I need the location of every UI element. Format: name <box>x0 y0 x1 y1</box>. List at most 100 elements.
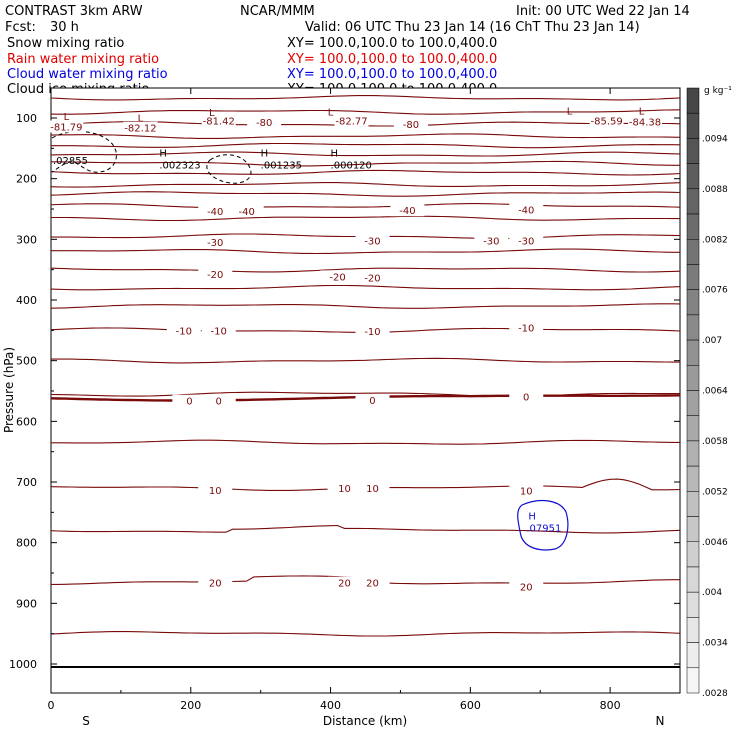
label-mask <box>355 482 390 495</box>
legend-name-rain: Rain water mixing ratio <box>7 52 159 67</box>
isotherm-line <box>51 215 680 222</box>
colorbar-segment <box>686 465 700 492</box>
isotherm-label: -40 <box>239 207 255 218</box>
isotherm-label: -10 <box>364 327 380 338</box>
label-mask <box>628 115 663 128</box>
isotherm-line <box>50 191 681 197</box>
isotherm-line <box>50 524 681 534</box>
colorbar-segment <box>686 591 700 618</box>
isotherm-label: -81.79 <box>50 122 82 133</box>
cloud-ice-contour <box>51 131 117 173</box>
isotherm-line <box>51 142 681 149</box>
isotherm-line <box>50 109 681 115</box>
isotherm-label: 0 <box>369 396 375 407</box>
isotherm-line <box>50 151 681 157</box>
isotherm-label: 20 <box>209 579 222 590</box>
isotherm-line <box>50 391 681 397</box>
colorbar-unit: g kg⁻¹ <box>704 86 732 96</box>
isotherm-label: -20 <box>329 272 345 283</box>
legend-xy-cloud-water: XY= 100.0,100.0 to 100.0,400.0 <box>287 67 497 82</box>
colorbar-tick-label: .0052 <box>702 487 728 497</box>
isotherm-line <box>50 303 681 309</box>
label-mask <box>355 271 390 284</box>
cloud-water-contour <box>517 499 569 551</box>
isotherm-label: 10 <box>366 484 379 495</box>
label-mask <box>509 321 544 334</box>
isotherm-line <box>50 284 681 291</box>
y-tick-label: 900 <box>16 597 37 610</box>
isotherm-label: 20 <box>366 579 379 590</box>
colorbar-tick-label: .0076 <box>702 286 728 296</box>
colorbar: .0094 .0088 .0082 .0076 .007 .0064 .0058 .0052.… <box>686 87 728 699</box>
label-mask <box>509 234 544 247</box>
label-mask <box>327 482 362 495</box>
y-axis-label: Pressure (hPa) <box>2 347 16 433</box>
header-init: Init: 00 UTC Wed 22 Jan 14 <box>516 4 690 19</box>
cloud-water-high-marker: H <box>528 511 536 522</box>
isotherm-line <box>50 182 681 188</box>
low-marker: L <box>567 107 573 118</box>
header-valid: Valid: 06 UTC Thu 23 Jan 14 (16 ChT Thu … <box>305 20 640 35</box>
x-tick-label: 0 <box>48 699 55 712</box>
colorbar-segment <box>686 541 700 568</box>
y-tick-label: 200 <box>16 173 37 186</box>
colorbar-tick-label: .004 <box>702 588 722 598</box>
isotherm-label: 20 <box>338 579 351 590</box>
label-mask <box>509 484 544 497</box>
isotherm-label: -82.77 <box>335 116 367 127</box>
label-mask <box>172 394 207 407</box>
x-tick-label: 600 <box>460 699 481 712</box>
colorbar-tick-label: .0028 <box>702 689 728 699</box>
colorbar-segment <box>686 516 700 543</box>
label-mask <box>201 394 236 407</box>
label-mask <box>198 267 233 280</box>
y-tick-label: 400 <box>16 294 37 307</box>
label-mask <box>198 576 233 589</box>
colorbar-segment <box>686 667 700 694</box>
cloud-ice-high-value: .002323 <box>159 161 200 172</box>
cloud-water-contours: H.07951 <box>517 499 569 551</box>
colorbar-segment <box>686 188 700 215</box>
isotherm-label: -30 <box>207 238 223 249</box>
isotherm-label: 0 <box>186 397 192 408</box>
x-tick-label: 400 <box>320 699 341 712</box>
isotherm-line <box>50 169 681 176</box>
isotherm-label: -10 <box>211 326 227 337</box>
label-mask <box>355 576 390 589</box>
colorbar-segment <box>686 112 700 139</box>
legend-xy-snow: XY= 100.0,100.0 to 100.0,400.0 <box>287 36 497 51</box>
isotherm-line <box>50 95 681 101</box>
isotherm-label: -10 <box>518 323 534 334</box>
colorbar-segment <box>686 264 700 290</box>
isotherm-label: -30 <box>483 237 499 248</box>
y-tick-label: 100 <box>16 112 37 125</box>
label-mask <box>327 576 362 589</box>
x-tick-label: 200 <box>180 699 201 712</box>
colorbar-tick-label: .0082 <box>702 235 728 245</box>
label-mask <box>123 121 158 134</box>
cloud-ice-high-marker: H <box>331 149 339 160</box>
colorbar-segment <box>686 314 700 341</box>
plot-frame <box>50 87 681 694</box>
label-mask <box>247 116 282 129</box>
cloud-ice-high-marker: H <box>159 149 167 160</box>
isotherm-label: -10 <box>176 326 192 337</box>
colorbar-segment <box>686 566 700 593</box>
colorbar-tick-label: .0088 <box>702 185 728 195</box>
y-tick-label: 600 <box>16 415 37 428</box>
figure-header: CONTRAST 3km ARW NCAR/MMM Init: 00 UTC W… <box>5 4 690 35</box>
isotherm-line <box>50 631 681 637</box>
colorbar-segment <box>686 289 700 316</box>
colorbar-tick-label: .0034 <box>702 639 728 649</box>
y-tick-label: 1000 <box>9 658 37 671</box>
isotherm-label: -30 <box>364 237 380 248</box>
cloud-ice-contour <box>206 154 252 184</box>
colorbar-segment <box>686 339 700 366</box>
colorbar-tick-label: .007 <box>702 336 722 346</box>
label-mask <box>355 234 390 247</box>
isotherm-label: -40 <box>518 206 534 217</box>
label-mask <box>198 235 233 248</box>
cloud-ice-high-value: .001235 <box>261 161 302 172</box>
label-mask <box>320 270 355 283</box>
